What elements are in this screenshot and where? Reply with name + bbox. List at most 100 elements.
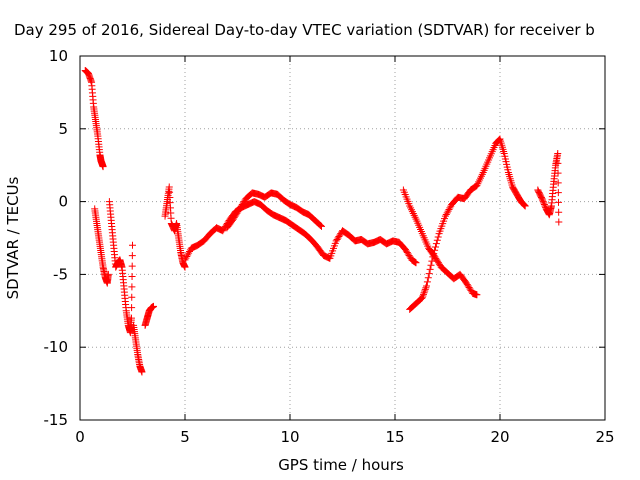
data-point-trail [445, 206, 453, 214]
data-point-trail [555, 208, 563, 216]
data-point-trail [432, 254, 440, 262]
data-point-trail [425, 270, 433, 278]
data-point-trail [539, 196, 547, 204]
grid-lines [80, 56, 605, 420]
data-point-trail [235, 206, 243, 214]
data-point-trail [402, 247, 410, 255]
y-tick-label: 5 [58, 120, 68, 138]
data-point-trail [239, 199, 247, 207]
data-point-trail [443, 209, 451, 217]
data-point-trail [540, 199, 548, 207]
x-tick-label: 10 [280, 428, 299, 446]
data-point-trail [128, 252, 136, 260]
data-point-trail [466, 285, 474, 293]
data-point-trail [128, 304, 136, 312]
data-point-trail [541, 202, 549, 210]
data-point-trail [435, 260, 443, 268]
series-4 [141, 302, 157, 329]
data-point-trail [540, 201, 548, 209]
data-point-trail [317, 222, 325, 230]
data-point-trail [233, 209, 241, 217]
data-point-trail [554, 159, 562, 167]
data-point [402, 246, 409, 254]
data-point-trail [442, 210, 450, 218]
data-point [555, 218, 563, 226]
data-point [418, 294, 426, 302]
data-point [229, 215, 237, 223]
data-point-trail [128, 272, 136, 280]
data-point-trail [463, 281, 471, 289]
data-point [538, 195, 546, 203]
data-point-trail [435, 259, 442, 267]
data-point [554, 150, 562, 158]
series-0 [81, 67, 107, 171]
series-7 [223, 189, 325, 232]
data-point-trail [403, 249, 411, 257]
data-point-trail [335, 233, 343, 241]
data-point [473, 291, 481, 299]
data-point [150, 302, 157, 310]
data-point-trail [464, 282, 472, 290]
data-point-trail [186, 248, 193, 256]
data-point [318, 222, 325, 230]
data-point [521, 202, 529, 210]
data-point [219, 227, 227, 235]
y-tick-label: -5 [53, 265, 68, 283]
data-point-trail [238, 201, 246, 209]
data-point-trail [334, 234, 342, 242]
data-point-trail [419, 292, 427, 300]
x-tick-label: 20 [490, 428, 509, 446]
data-point-trail [184, 251, 192, 259]
data-point [104, 270, 112, 278]
series-5 [161, 183, 189, 271]
data-point-trail [185, 249, 193, 257]
data-point-trail [495, 136, 503, 144]
data-point [423, 282, 430, 290]
data-point-trail [539, 198, 547, 206]
data-point-trail [554, 169, 562, 177]
data-point-trail [427, 261, 435, 269]
data-point-trail [555, 198, 562, 206]
series-10 [534, 150, 563, 226]
data-point-trail [432, 240, 440, 248]
data-point-trail [433, 256, 441, 264]
data-point [236, 205, 244, 213]
data-point-trail [421, 285, 429, 293]
data-point-trail [420, 290, 427, 298]
data-point-trail [237, 202, 245, 210]
data-point-trail [434, 233, 442, 241]
data-point-trail [336, 231, 344, 239]
data-point [129, 241, 136, 249]
data-point-trail [465, 284, 473, 292]
data-point [332, 237, 340, 245]
data-point-trail [554, 189, 562, 197]
y-tick-label: -10 [44, 338, 69, 356]
data-point-trail [446, 204, 454, 212]
data-point-trail [405, 251, 413, 259]
series-8 [399, 186, 481, 299]
data-point-trail [428, 257, 436, 265]
series-9 [406, 135, 529, 313]
data-point-trail [230, 214, 238, 222]
y-tick-label: -15 [44, 411, 69, 429]
axis-ticks: 0 5 10 15 20 25 -15 -10 -5 0 5 10 [44, 47, 615, 446]
plot-frame [79, 55, 606, 421]
data-point-trail [520, 201, 528, 209]
data-point-trail [333, 235, 341, 243]
data-point-trail [220, 225, 228, 233]
data-point-trail [128, 283, 136, 291]
data-point-trail [424, 274, 432, 282]
series-3 [130, 321, 146, 376]
data-point-trail [423, 278, 431, 286]
y-tick-label: 10 [49, 47, 68, 65]
data-point-trail [128, 262, 136, 270]
data-point-trail [316, 221, 324, 229]
data-point-trail [432, 243, 439, 251]
data-point [462, 279, 470, 287]
data-point-trail [240, 198, 248, 206]
data-point [412, 259, 420, 267]
series-2 [105, 198, 136, 337]
data-point [127, 314, 135, 322]
series-1 [91, 205, 112, 287]
